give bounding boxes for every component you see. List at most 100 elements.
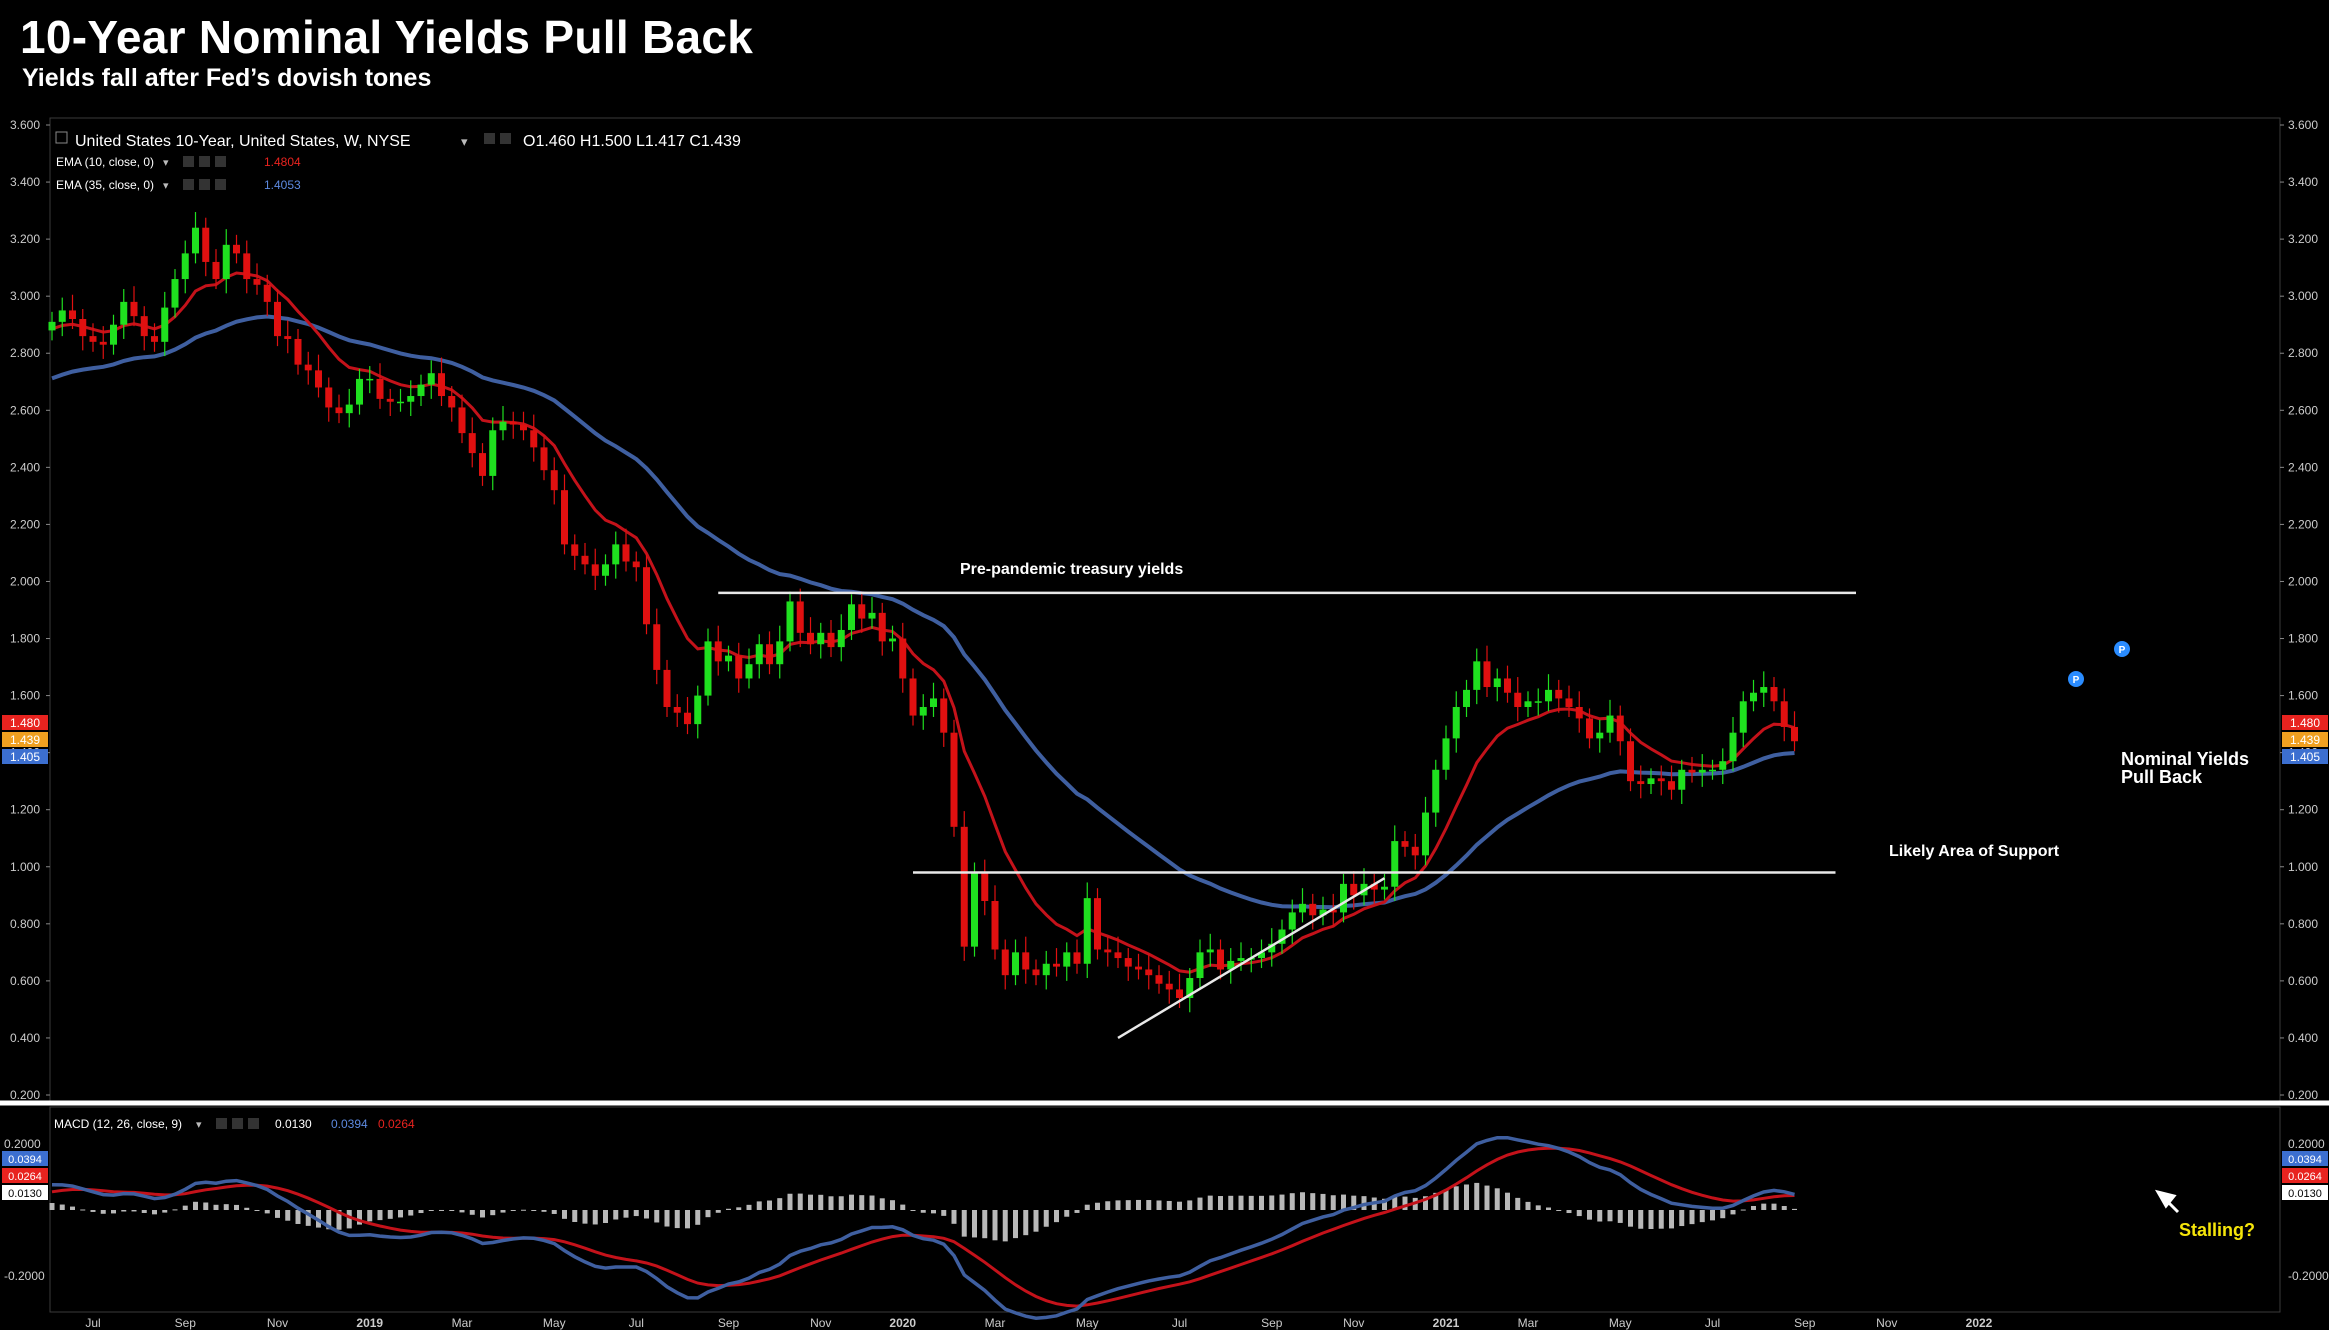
candle-body — [1217, 949, 1224, 970]
macd-hist-bar — [203, 1202, 209, 1210]
macd-hist-bar — [931, 1210, 936, 1214]
candle-body — [991, 901, 999, 950]
macd-signal-value: 0.0264 — [378, 1117, 415, 1131]
ema10-legend-label[interactable]: EMA (10, close, 0) — [56, 155, 154, 169]
candle-body — [89, 336, 97, 342]
y-tick-label: 0.800 — [2288, 917, 2318, 931]
trendline[interactable] — [1117, 877, 1386, 1040]
settings-icon[interactable] — [183, 179, 194, 190]
peak-marker-icon[interactable] — [2068, 671, 2084, 687]
settings-icon[interactable] — [216, 1118, 227, 1129]
candle-body — [632, 561, 640, 568]
candle-body — [79, 319, 87, 337]
macd-hist-bar — [992, 1210, 998, 1241]
candle-body — [1104, 949, 1112, 953]
settings-icon[interactable] — [183, 156, 194, 167]
macd-hist-bar — [377, 1210, 383, 1221]
y-tick-label: 1.600 — [2288, 689, 2318, 703]
candle-body — [1053, 963, 1060, 967]
y-tick-label: 2.400 — [10, 460, 40, 474]
macd-hist-bar — [1699, 1210, 1705, 1223]
macd-hist-bar — [1115, 1200, 1121, 1210]
candle-body — [1032, 969, 1040, 976]
macd-hist-bar — [408, 1210, 414, 1216]
hist-badge-right-text: 0.0130 — [2288, 1188, 2322, 1200]
macd-hist-bar — [715, 1210, 721, 1213]
y-tick-label: 3.600 — [10, 118, 40, 132]
close-icon[interactable] — [248, 1118, 259, 1129]
y-tick-label: 3.400 — [10, 175, 40, 189]
macd-hist-bar — [1453, 1186, 1459, 1210]
settings-icon[interactable] — [484, 133, 495, 144]
legend-symbol[interactable]: United States 10-Year, United States, W,… — [75, 133, 411, 150]
eye-icon[interactable] — [500, 133, 511, 144]
candle-body — [325, 387, 333, 408]
macd-hist-bar — [1043, 1210, 1049, 1227]
candle-body — [1493, 678, 1501, 688]
candle-body — [1370, 883, 1378, 890]
peak-marker-icon[interactable] — [2114, 641, 2130, 657]
candle-body — [1647, 778, 1655, 785]
macd-hist-bar — [900, 1204, 906, 1210]
x-tick-label: 2021 — [1433, 1316, 1460, 1330]
close-icon[interactable] — [215, 179, 226, 190]
macd-hist-bar — [100, 1210, 106, 1214]
macd-y-tick-label: -0.2000 — [2288, 1269, 2329, 1283]
candle-body — [1504, 678, 1511, 693]
close-badge-right — [2282, 732, 2328, 747]
candle-body — [366, 378, 374, 381]
macd-hist-bar — [305, 1210, 311, 1226]
eye-icon[interactable] — [199, 156, 210, 167]
y-tick-label: 1.000 — [2288, 860, 2318, 874]
candle-body — [1452, 707, 1460, 739]
y-tick-label: 1.200 — [2288, 803, 2318, 817]
macd-hist-bar — [818, 1194, 824, 1210]
candle-body — [1340, 883, 1347, 913]
chevron-down-icon[interactable]: ▾ — [163, 157, 169, 169]
macd-hist-bar — [1084, 1204, 1090, 1210]
macd-line-value: 0.0394 — [331, 1117, 368, 1131]
candle-body — [766, 644, 773, 665]
chevron-down-icon[interactable]: ▾ — [196, 1119, 202, 1131]
macd-hist-bar — [398, 1210, 403, 1218]
macd-legend-label[interactable]: MACD (12, 26, close, 9) — [54, 1117, 182, 1131]
chevron-down-icon[interactable]: ▾ — [461, 134, 468, 149]
x-tick-label: Mar — [1518, 1316, 1539, 1330]
macd-hist-bar — [1648, 1210, 1654, 1230]
macd-hist-bar — [162, 1210, 168, 1213]
macd-hist-bar — [1484, 1185, 1490, 1210]
macd-hist-bar — [910, 1210, 916, 1211]
macd-hist-bar — [1576, 1210, 1582, 1217]
close-icon[interactable] — [215, 156, 226, 167]
macd-hist-bar — [90, 1210, 96, 1212]
close-badge-right-text: 1.439 — [2290, 733, 2320, 747]
eye-icon[interactable] — [199, 179, 210, 190]
ema35-legend-label[interactable]: EMA (35, close, 0) — [56, 178, 154, 192]
macd-hist-bar — [1505, 1192, 1510, 1210]
macd-hist-bar — [1248, 1195, 1254, 1210]
eye-icon[interactable] — [232, 1118, 243, 1129]
candle-body — [725, 655, 732, 662]
macd-hist-bar — [582, 1210, 588, 1224]
macd-hist-bar — [1054, 1210, 1059, 1223]
y-tick-label: 1.800 — [2288, 632, 2318, 646]
candle-body — [192, 227, 199, 254]
candle-body — [540, 447, 548, 471]
candle-body — [1063, 952, 1071, 967]
macd-hist-bar — [1228, 1195, 1234, 1210]
macd-hist-bar — [828, 1196, 834, 1210]
macd-hist-bar — [1095, 1202, 1100, 1210]
x-tick-label: Sep — [175, 1316, 197, 1330]
candle-body — [807, 632, 814, 645]
chevron-down-icon[interactable]: ▾ — [163, 180, 169, 192]
collapse-icon[interactable] — [55, 131, 68, 144]
macd-hist-bar — [664, 1210, 670, 1227]
x-tick-label: Nov — [810, 1316, 831, 1330]
candle-body — [1278, 929, 1286, 944]
candle-body — [1155, 975, 1163, 984]
macd-hist-bar — [295, 1210, 301, 1224]
candle-body — [1422, 812, 1429, 856]
x-tick-label: Jul — [629, 1316, 644, 1330]
x-tick-label: Nov — [1343, 1316, 1364, 1330]
candle-body — [735, 655, 743, 679]
